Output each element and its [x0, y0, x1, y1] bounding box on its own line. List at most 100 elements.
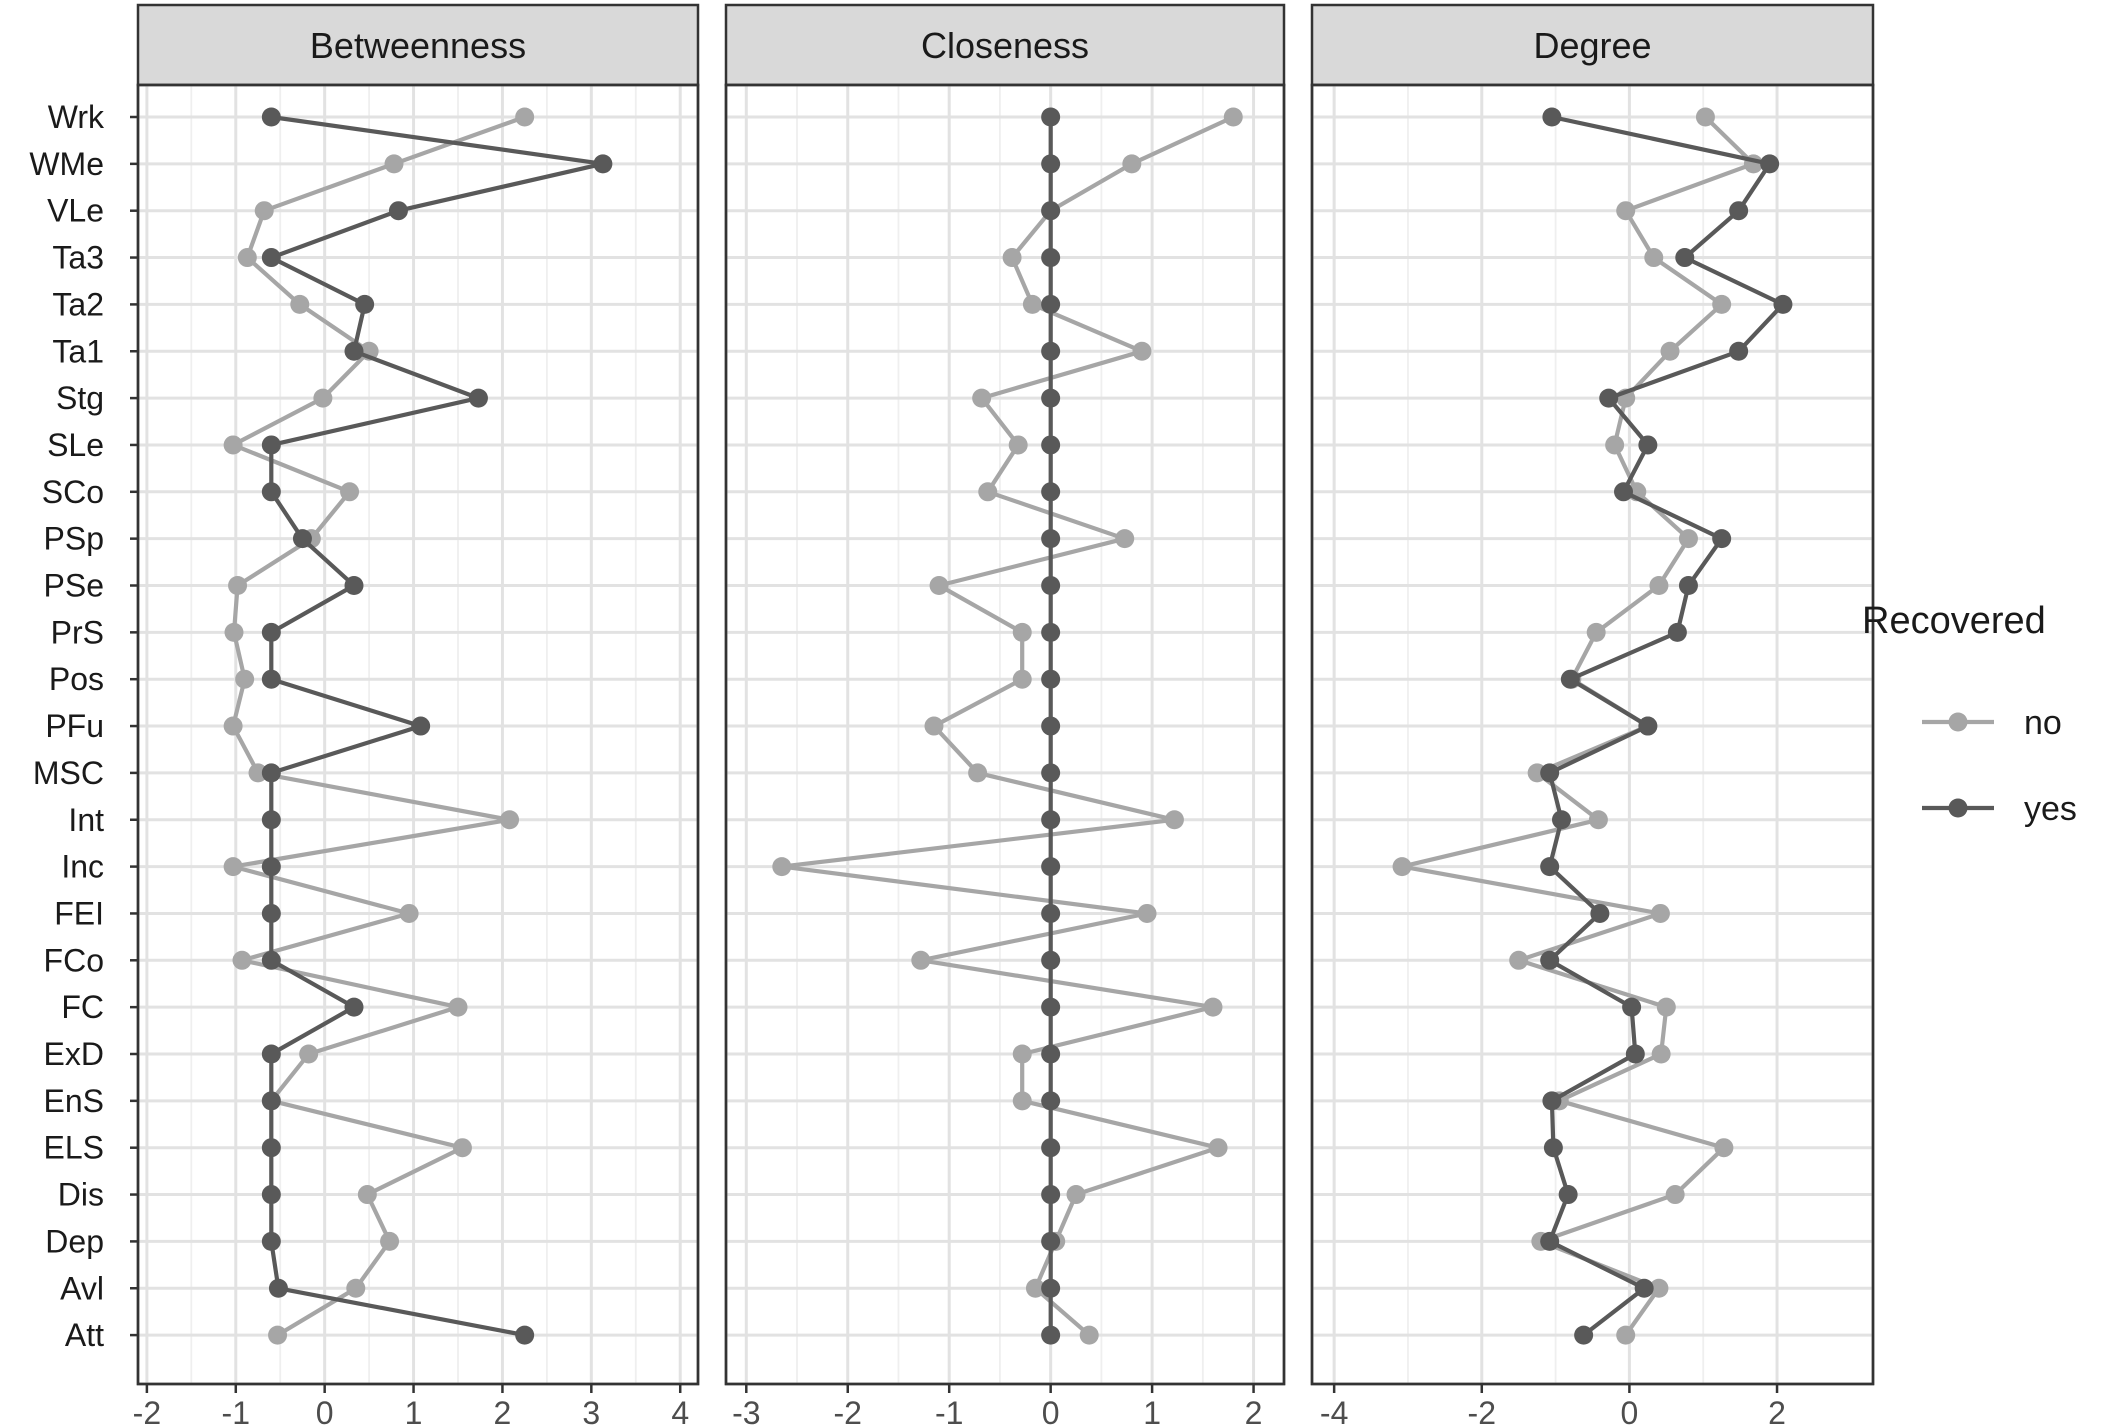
data-point [344, 997, 364, 1017]
legend-label: yes [2024, 790, 2077, 828]
x-tick-label: 0 [1042, 1395, 1060, 1426]
x-axis: -4 -2 0 2 [1320, 1384, 1786, 1426]
data-point [1132, 341, 1152, 361]
data-point [1002, 248, 1022, 268]
data-point [1542, 107, 1562, 127]
data-point [1625, 1044, 1645, 1064]
data-point [1137, 903, 1157, 923]
category-axis: Wrk WMe VLe Ta3 Ta2 Ta1 Stg SLe SCo PSp PSe PrS Pos P… [29, 99, 138, 1353]
data-point [261, 1185, 281, 1205]
data-point [1041, 763, 1061, 783]
data-point [1574, 1325, 1594, 1345]
data-point [223, 435, 243, 455]
data-point [1041, 1325, 1061, 1345]
panel-background [724, 83, 1286, 1386]
series-yes [261, 107, 613, 1345]
data-point [1542, 1091, 1562, 1111]
data-point [411, 716, 431, 736]
data-point [357, 1185, 377, 1205]
data-point [223, 857, 243, 877]
series-yes [1540, 107, 1793, 1345]
x-tick-label: -1 [935, 1395, 963, 1426]
data-point [500, 810, 520, 830]
data-point [261, 763, 281, 783]
data-point [1712, 529, 1732, 549]
data-point [1041, 1044, 1061, 1064]
legend-item-no: no [1922, 704, 2062, 742]
data-point [1041, 294, 1061, 314]
data-point [340, 482, 360, 502]
x-tick-label: -3 [732, 1395, 760, 1426]
data-point [388, 201, 408, 221]
data-point [268, 1278, 288, 1298]
data-point [344, 341, 364, 361]
data-point [261, 669, 281, 689]
panel-border [1310, 83, 1875, 1386]
category-label: ELS [44, 1130, 104, 1166]
data-point [1634, 1278, 1654, 1298]
data-point [448, 997, 468, 1017]
x-tick-label: -2 [834, 1395, 862, 1426]
data-point [1540, 763, 1560, 783]
x-tick-label: 3 [582, 1395, 600, 1426]
data-point [380, 1231, 400, 1251]
data-point [1540, 1231, 1560, 1251]
x-tick-label: 2 [494, 1395, 512, 1426]
data-point [1041, 716, 1061, 736]
legend-title: Recovered [1862, 600, 2046, 642]
data-point [384, 154, 404, 174]
data-point [261, 435, 281, 455]
series-no [223, 107, 535, 1345]
category-label: FCo [44, 942, 104, 978]
category-label: PSp [44, 521, 104, 557]
data-point [1729, 341, 1749, 361]
category-label: EnS [44, 1083, 104, 1119]
data-point [772, 857, 792, 877]
data-point [228, 576, 248, 595]
data-point [968, 763, 988, 783]
data-point [1649, 1278, 1669, 1298]
x-tick-label: 2 [1245, 1395, 1263, 1426]
data-point [452, 1138, 472, 1158]
x-tick-label: 1 [405, 1395, 423, 1426]
data-point [1041, 435, 1061, 455]
data-point [1041, 1185, 1061, 1205]
data-point [1650, 903, 1670, 923]
x-tick-label: 0 [316, 1395, 334, 1426]
data-point [1616, 201, 1636, 221]
panel-title: Degree [1533, 25, 1651, 66]
data-point [344, 576, 364, 595]
series-no [772, 107, 1243, 1345]
data-point [1667, 622, 1687, 642]
data-point [1614, 482, 1634, 502]
data-point [1079, 1325, 1099, 1345]
category-label: Inc [61, 849, 104, 885]
category-label: PSe [44, 568, 104, 604]
data-point [1041, 529, 1061, 549]
data-point [1041, 1278, 1061, 1298]
panel-betweenness: Betweenness -2 -1 0 1 2 3 4 [133, 3, 700, 1426]
data-point [1041, 388, 1061, 408]
data-point [593, 154, 613, 174]
data-point [1590, 903, 1610, 923]
data-point [1678, 576, 1698, 595]
category-label: VLe [47, 193, 104, 229]
data-point [1543, 1138, 1563, 1158]
data-point [972, 388, 992, 408]
data-point [1041, 997, 1061, 1017]
data-point [1675, 248, 1695, 268]
data-point [1551, 810, 1571, 830]
data-point [1041, 669, 1061, 689]
data-point [1012, 622, 1032, 642]
x-tick-label: 1 [1143, 1395, 1161, 1426]
data-point [1122, 154, 1142, 174]
data-point [1041, 107, 1061, 127]
data-point [235, 669, 255, 689]
data-point [1041, 201, 1061, 221]
data-point [1651, 1044, 1671, 1064]
data-point [1729, 201, 1749, 221]
data-point [1622, 997, 1642, 1017]
legend-key-point [1948, 798, 1968, 818]
x-tick-label: -1 [222, 1395, 250, 1426]
